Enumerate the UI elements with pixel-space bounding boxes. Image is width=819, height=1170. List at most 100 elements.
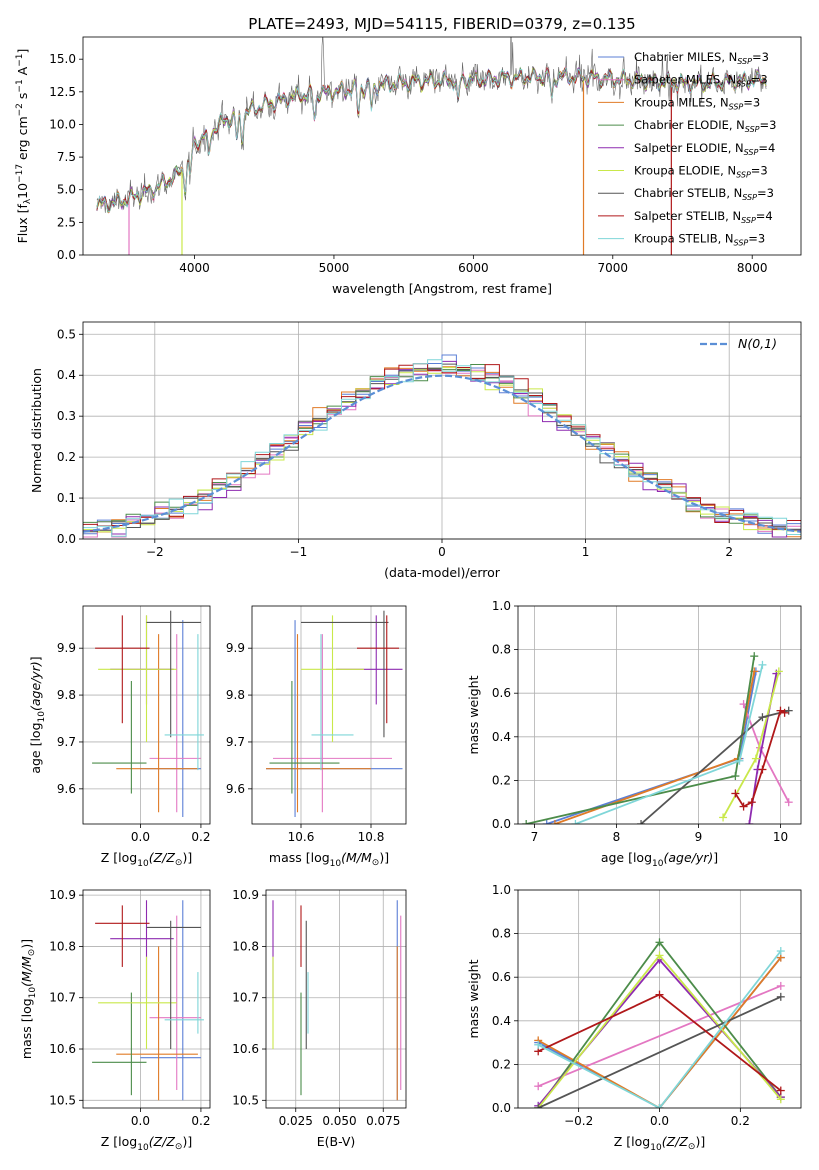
weights-chabrier-stelib — [534, 992, 785, 1108]
y-tick-label: 0.8 — [492, 927, 511, 941]
x-tick-label: 0.025 — [279, 1114, 313, 1128]
residuals-plot-area — [83, 354, 801, 539]
y-axis-label: mass [log10(M/M⊙)] — [19, 939, 38, 1059]
x-axis-label: wavelength [Angstrom, rest frame] — [332, 281, 552, 296]
point-kroupa-stelib — [164, 634, 204, 771]
x-tick-label: 0.2 — [731, 1114, 750, 1128]
figure-title: PLATE=2493, MJD=54115, FIBERID=0379, z=0… — [248, 15, 635, 33]
y-tick-label: 0.1 — [57, 491, 76, 505]
y-tick-label: 1.0 — [492, 883, 511, 897]
x-tick-label: 4000 — [179, 261, 210, 275]
z-weights-panel: −0.2 0.0 0.2 0.0 0.2 0.4 0.6 0.8 1.0 Z [log10(Z/Z… — [466, 883, 802, 1153]
y-tick-label: 9.6 — [226, 782, 245, 796]
x-tick-label: 9 — [695, 830, 703, 844]
y-tick-label: 1.0 — [492, 599, 511, 613]
mass-vs-age-panel: 10.6 10.8 9.6 9.7 9.8 9.9 mass [log10(M/M⊙)] — [226, 605, 407, 869]
x-axis-label: Z [log10(Z/Z⊙)] — [614, 1134, 705, 1153]
point-chabrier-elodie — [92, 992, 147, 1096]
y-tick-label: 2.5 — [57, 215, 76, 229]
axes-frame — [517, 605, 802, 825]
age_weights-plot-area — [522, 652, 793, 824]
y-axis-label: Flux [fλ10−17 erg cm−2 s−1 A−1] — [15, 49, 33, 244]
y-tick-label: 0.2 — [492, 773, 511, 787]
y-tick-label: 0.2 — [57, 450, 76, 464]
x-tick-label: 6000 — [458, 261, 489, 275]
y-tick-label: 5.0 — [57, 183, 76, 197]
y-tick-label: 0.2 — [492, 1057, 511, 1071]
y-tick-label: 10.8 — [232, 939, 259, 953]
x-tick-label: 10.6 — [288, 830, 315, 844]
y-tick-label: 0.4 — [492, 730, 511, 744]
x-tick-label: −1 — [290, 545, 308, 559]
x-axis-label: mass [log10(M/M⊙)] — [269, 850, 389, 869]
y-tick-label: 10.5 — [49, 1093, 76, 1107]
x-tick-label: 0.2 — [191, 1114, 210, 1128]
point-kroupa-miles — [116, 634, 198, 813]
x-tick-label: 7 — [531, 830, 539, 844]
weights-kroupa-stelib — [534, 947, 785, 1108]
axes-frame — [82, 889, 211, 1109]
legend-label-salpeter-stelib: Salpeter STELIB, NSSP=4 — [634, 209, 773, 225]
x-axis-label: Z [log10(Z/Z⊙)] — [101, 1134, 192, 1153]
y-tick-label: 9.9 — [226, 641, 245, 655]
point-kroupa-elodie — [98, 615, 177, 742]
y-tick-label: 0.6 — [492, 970, 511, 984]
point-kroupa-elodie — [98, 956, 177, 1050]
normal-curve — [83, 374, 801, 533]
spectrum-panel: 4000 5000 6000 7000 8000 0.0 2.5 5.0 7.5 10.0 12.5… — [15, 36, 802, 296]
y-tick-label: 9.6 — [57, 782, 76, 796]
point-kroupa-miles — [266, 634, 371, 813]
point-kroupa-miles — [116, 946, 198, 1101]
weights-line — [537, 957, 782, 1108]
x-tick-label: 10 — [773, 830, 788, 844]
residuals-legend: N(0,1) — [700, 336, 777, 351]
point-salpeter-stelib — [357, 615, 399, 724]
model-spectrum-kroupa-stelib — [96, 67, 767, 213]
ebv-vs-mass-panel: 0.025 0.050 0.075 10.5 10.6 10.7 10.8 10.9 E(B-V… — [232, 888, 407, 1149]
axes-frame — [82, 36, 802, 256]
weights-line — [537, 950, 782, 1108]
weights-line — [537, 995, 782, 1108]
x-tick-label: 1 — [582, 545, 590, 559]
ebv_vs_mass-grid — [266, 890, 406, 1108]
y-tick-label: 0.5 — [57, 327, 76, 341]
residual-hist-kroupa-stelib — [83, 359, 801, 539]
x-tick-label: 0.0 — [131, 1114, 150, 1128]
weights-salpeter-stelib — [731, 706, 789, 811]
x-tick-label: −0.2 — [564, 1114, 593, 1128]
weights-salpeter-stelib — [534, 990, 785, 1095]
y-tick-label: 10.6 — [232, 1042, 259, 1056]
legend-label-kroupa-miles: Kroupa MILES, NSSP=3 — [634, 95, 760, 111]
residuals-panel: −2 −1 0 1 2 0.0 0.1 0.2 0.3 0.4 0.5 (data-model)/er… — [29, 321, 802, 580]
y-tick-label: 0.4 — [57, 368, 76, 382]
point-kroupa-stelib — [164, 972, 204, 1034]
y-axis-label: age [log10(age/yr)] — [28, 656, 47, 773]
y-tick-label: 10.6 — [49, 1042, 76, 1056]
y-axis-label: mass weight — [466, 675, 481, 754]
point-salpeter-stelib — [95, 905, 150, 967]
y-tick-label: 10.8 — [49, 939, 76, 953]
legend-label-chabrier-stelib: Chabrier STELIB, NSSP=3 — [634, 186, 774, 202]
z-vs-mass-panel: 0.0 0.2 10.5 10.6 10.7 10.8 10.9 Z [log10(Z/Z⊙)… — [19, 888, 210, 1153]
x-axis-label: E(B-V) — [317, 1134, 356, 1149]
axes-frame — [265, 889, 407, 1109]
Z_vs_mass-plot-area — [92, 900, 204, 1101]
y-tick-label: 0.0 — [492, 1101, 511, 1115]
point-chabrier-stelib — [301, 610, 389, 738]
axes-frame — [82, 605, 211, 825]
z-vs-age-panel: 0.0 0.2 9.6 9.7 9.8 9.9 Z [log10(Z/Z⊙)] age [lo… — [28, 605, 211, 869]
legend-label-chabrier-miles: Chabrier MILES, NSSP=3 — [634, 50, 769, 66]
weights-kroupa-stelib — [571, 660, 767, 824]
legend-label-normal: N(0,1) — [738, 336, 777, 351]
point-chabrier-elodie — [269, 681, 340, 794]
y-tick-label: 0.6 — [492, 686, 511, 700]
legend-label-kroupa-stelib: Kroupa STELIB, NSSP=3 — [634, 232, 765, 248]
y-tick-label: 9.8 — [57, 688, 76, 702]
y-tick-label: 9.8 — [226, 688, 245, 702]
y-tick-label: 9.7 — [57, 735, 76, 749]
y-tick-label: 10.0 — [49, 117, 76, 131]
y-tick-label: 12.5 — [49, 85, 76, 99]
point-chabrier-miles — [140, 900, 201, 1101]
point-salpeter-miles — [273, 634, 392, 813]
mass_vs_age-plot-area — [266, 610, 403, 817]
